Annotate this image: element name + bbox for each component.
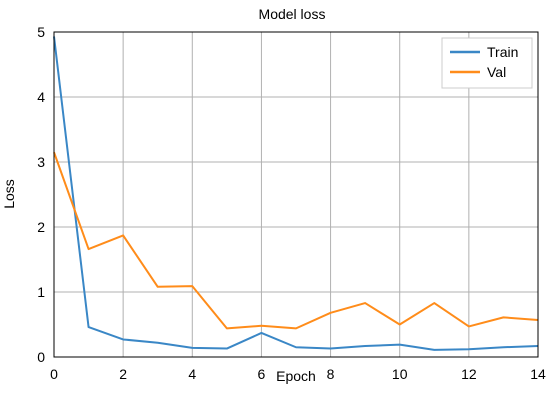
legend-box [441, 37, 533, 89]
x-tick-label: 12 [461, 366, 477, 382]
legend: Train Val [441, 37, 533, 89]
y-tick-label: 1 [37, 284, 45, 300]
y-tick-label: 4 [37, 89, 45, 105]
y-tick-label: 0 [37, 349, 45, 365]
x-tick-label: 10 [392, 366, 408, 382]
x-tick-label: 6 [258, 366, 266, 382]
y-tick-label: 5 [37, 24, 45, 40]
series-group [53, 36, 539, 351]
y-tick-label: 3 [37, 154, 45, 170]
chart-title: Model loss [259, 6, 326, 22]
y-axis-label: Loss [1, 179, 17, 209]
x-tick-label: 14 [530, 366, 546, 382]
x-axis-label: Epoch [276, 368, 316, 384]
y-tick-label: 2 [37, 219, 45, 235]
x-tick-label: 0 [50, 366, 58, 382]
legend-label-train: Train [487, 44, 518, 60]
series-line-train [53, 36, 539, 351]
x-tick-label: 2 [119, 366, 127, 382]
legend-label-val: Val [487, 64, 506, 80]
x-tick-label: 8 [327, 366, 335, 382]
plot-frame [53, 31, 539, 358]
series-line-val [53, 151, 539, 330]
x-tick-label: 4 [188, 366, 196, 382]
